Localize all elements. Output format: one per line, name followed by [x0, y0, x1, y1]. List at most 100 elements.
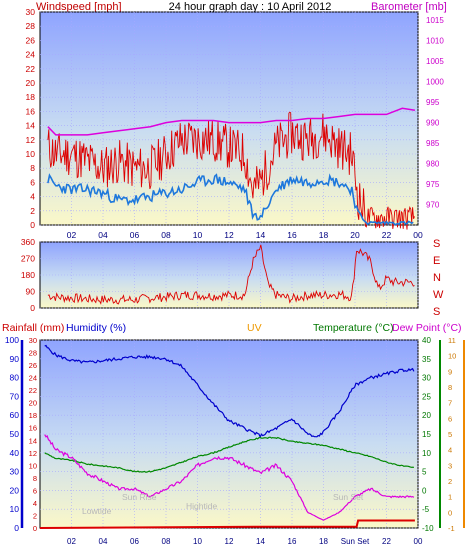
x-tick-label: 04: [99, 537, 108, 546]
barometer-tick-label: 970: [426, 201, 440, 210]
wind-direction-line: [47, 244, 415, 305]
humidity-tick-label: 10: [10, 504, 20, 514]
windspeed-tick-label: 18: [26, 92, 36, 102]
barometer-tick-label: 1015: [426, 16, 444, 25]
legend-dewpoint: Dew Point (°C): [392, 322, 462, 334]
humidity-tick-label: 30: [10, 467, 20, 477]
top-axes: 0246810121416182022242628309709759809859…: [26, 7, 445, 240]
humidity-tick-label: 80: [10, 373, 20, 383]
legend-humidity: Humidity (%): [66, 322, 126, 334]
windspeed-tick-label: 8: [30, 163, 35, 173]
direction-compass-label: E: [433, 255, 440, 267]
rainfall-tick-label: 22: [29, 386, 37, 395]
dewpoint-tick-label: 9: [448, 367, 452, 376]
temperature-tick-label: 15: [422, 430, 431, 439]
barometer-axis-label: Barometer [mb]: [371, 1, 447, 13]
dewpoint-tick-label: 11: [448, 336, 456, 345]
barometer-tick-label: 985: [426, 139, 440, 148]
direction-tick-label: 270: [21, 254, 35, 264]
x-tick-label: 16: [288, 537, 297, 546]
windspeed-tick-label: 10: [26, 149, 36, 159]
temperature-tick-label: 35: [422, 355, 431, 364]
x-tick-label: 16: [287, 230, 297, 240]
windspeed-line: [47, 111, 415, 230]
rainfall-tick-label: 16: [29, 424, 37, 433]
humidity-tick-label: 50: [10, 429, 20, 439]
direction-tick-label: 180: [21, 270, 35, 280]
direction-series: [47, 244, 415, 305]
x-tick-label: 14: [256, 230, 266, 240]
windspeed-tick-label: 20: [26, 78, 36, 88]
x-tick-label: 12: [225, 537, 234, 546]
windspeed-tick-label: 16: [26, 106, 36, 116]
temperature-tick-label: 30: [422, 374, 431, 383]
dewpoint-tick-label: 6: [448, 414, 452, 423]
x-tick-label: 18: [319, 537, 328, 546]
windspeed-tick-label: 28: [26, 21, 36, 31]
x-tick-label: 12: [224, 230, 234, 240]
humidity-tick-label: 60: [10, 410, 20, 420]
annotation-lowtide: Lowtide: [82, 506, 112, 516]
x-tick-label: 02: [67, 230, 77, 240]
windspeed-tick-label: 6: [30, 177, 35, 187]
rainfall-tick-label: 4: [33, 499, 37, 508]
windspeed-tick-label: 22: [26, 64, 36, 74]
dewpoint-tick-label: 3: [448, 461, 452, 470]
direction-tick-label: 0: [30, 303, 35, 313]
bottom-axes: 0102030405060708090100024681012141618202…: [5, 335, 465, 546]
windspeed-axis-label: Windspeed [mph]: [36, 1, 122, 13]
rainfall-tick-label: 18: [29, 411, 37, 420]
x-tick-label: 02: [67, 537, 76, 546]
windspeed-tick-label: 2: [30, 206, 35, 216]
humidity-tick-label: 100: [5, 335, 19, 345]
annotation-sun-set: Sun Set: [333, 492, 364, 502]
dewpoint-tick-label: 7: [448, 399, 452, 408]
dewpoint-tick-label: 5: [448, 430, 452, 439]
x-tick-label: Sun Set: [341, 537, 370, 546]
wind-average-line: [47, 173, 414, 226]
rainfall-tick-label: 10: [29, 461, 37, 470]
barometer-tick-label: 995: [426, 98, 440, 107]
humidity-tick-label: 0: [14, 523, 19, 533]
bottom-series: [39, 344, 415, 529]
temperature-tick-label: 40: [422, 336, 431, 345]
barometer-line: [47, 107, 416, 136]
windspeed-tick-label: 14: [26, 121, 36, 131]
windspeed-tick-label: 30: [26, 7, 36, 17]
rainfall-tick-label: 12: [29, 449, 37, 458]
rainfall-tick-label: 8: [33, 474, 37, 483]
dewpoint-line: [44, 434, 415, 521]
x-tick-label: 10: [193, 230, 203, 240]
x-tick-label: 04: [98, 230, 108, 240]
x-tick-label: 20: [350, 230, 360, 240]
dewpoint-tick-label: 1: [448, 493, 452, 502]
rainfall-tick-label: 24: [29, 374, 37, 383]
annotation-hightide: Hightide: [186, 501, 217, 511]
x-tick-label: 18: [319, 230, 329, 240]
x-tick-label: 06: [130, 537, 139, 546]
temperature-tick-label: 0: [422, 486, 427, 495]
rainfall-line: [39, 519, 415, 529]
windspeed-tick-label: 26: [26, 35, 36, 45]
direction-tick-label: 360: [21, 237, 35, 247]
dewpoint-tick-label: 4: [448, 446, 452, 455]
rainfall-tick-label: 2: [33, 511, 37, 520]
x-tick-label: 08: [162, 537, 171, 546]
barometer-tick-label: 980: [426, 160, 440, 169]
dewpoint-tick-label: 0: [448, 508, 452, 517]
humidity-tick-label: 70: [10, 391, 20, 401]
x-tick-label: 08: [161, 230, 171, 240]
windspeed-tick-label: 12: [26, 135, 36, 145]
windspeed-tick-label: 0: [30, 220, 35, 230]
x-tick-label: 22: [382, 230, 392, 240]
temperature-tick-label: 5: [422, 468, 427, 477]
x-tick-label: 10: [193, 537, 202, 546]
dewpoint-tick-label: 2: [448, 477, 452, 486]
humidity-tick-label: 20: [10, 485, 20, 495]
direction-compass-label: S: [433, 306, 440, 318]
humidity-line: [44, 344, 415, 439]
x-tick-label: 14: [256, 537, 265, 546]
temperature-tick-label: 25: [422, 392, 431, 401]
